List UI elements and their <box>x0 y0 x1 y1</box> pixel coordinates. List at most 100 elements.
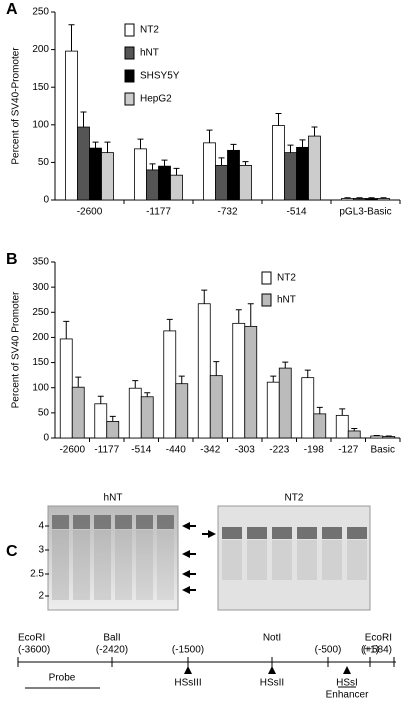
y-axis-label: Percent of SV40 Promoter <box>11 291 22 408</box>
error-bar <box>149 163 156 170</box>
error-bar <box>230 143 237 151</box>
legend-label: NT2 <box>140 25 159 36</box>
legend-label: hNT <box>277 295 296 306</box>
map-label: Probe <box>49 673 76 684</box>
bar <box>215 165 228 201</box>
panel-label: C <box>6 543 18 560</box>
error-bar <box>166 318 173 331</box>
y-tick-label: 350 <box>32 257 49 268</box>
bar <box>101 152 114 201</box>
error-bar <box>213 361 220 376</box>
y-tick-label: 0 <box>43 195 49 206</box>
bar <box>382 436 396 439</box>
bar <box>209 375 223 439</box>
error-bar <box>218 157 225 166</box>
y-tick-label: 0 <box>43 433 49 444</box>
error-bar <box>132 380 139 389</box>
y-tick-label: 200 <box>32 332 49 343</box>
gel-band <box>115 515 132 529</box>
gel-band <box>247 527 267 539</box>
legend-label: HepG2 <box>140 94 172 105</box>
error-bar <box>173 167 180 176</box>
x-tick-label: -514 <box>286 207 306 218</box>
gel-band <box>94 515 111 529</box>
y-tick-label: 200 <box>32 44 49 55</box>
bar <box>134 148 147 201</box>
gel-band <box>136 515 153 529</box>
bar <box>341 198 354 201</box>
gel-nt2 <box>217 505 371 611</box>
gel-smear <box>73 530 90 600</box>
error-bar <box>201 289 208 304</box>
bar <box>94 403 108 439</box>
bar <box>335 414 349 439</box>
bar <box>71 386 85 439</box>
error-bar <box>275 113 282 126</box>
error-bar <box>299 139 306 148</box>
bar <box>272 125 285 201</box>
gel-smear <box>247 540 267 580</box>
gel-band <box>272 527 292 539</box>
error-bar <box>344 197 351 199</box>
bar <box>140 396 154 439</box>
bar <box>266 381 280 439</box>
gel-band <box>222 527 242 539</box>
bar <box>232 322 246 439</box>
bar <box>203 142 216 201</box>
y-tick-label: 100 <box>32 382 49 393</box>
bar <box>89 147 102 201</box>
legend-swatch <box>124 23 135 37</box>
x-tick-label: -198 <box>304 445 324 456</box>
legend-swatch <box>261 293 272 307</box>
y-tick-label: 300 <box>32 282 49 293</box>
bar <box>365 198 378 201</box>
gel-smear <box>297 540 317 580</box>
gel-smear <box>272 540 292 580</box>
bar <box>106 421 120 439</box>
bar <box>146 169 159 201</box>
map-label: HSsI <box>336 678 358 689</box>
map-label: Enhancer <box>326 690 369 701</box>
error-bar <box>304 369 311 378</box>
y-tick-label: 150 <box>32 82 49 93</box>
legend-swatch <box>124 92 135 106</box>
error-bar <box>247 303 254 327</box>
gel-smear <box>157 530 174 600</box>
error-bar <box>68 24 75 52</box>
size-marker: 4 <box>38 521 44 532</box>
map-label: EcoRI <box>18 633 45 644</box>
bar <box>370 435 384 439</box>
bar <box>170 174 183 201</box>
error-bar <box>63 320 70 339</box>
x-tick-label: -514 <box>131 445 151 456</box>
bar <box>347 430 361 439</box>
gel-band <box>322 527 342 539</box>
x-tick-label: -440 <box>166 445 186 456</box>
x-tick-label: -2600 <box>59 445 85 456</box>
gel-arrows <box>182 522 216 594</box>
gel-smear <box>347 540 367 580</box>
map-label: NotI <box>263 633 281 644</box>
error-bar <box>178 375 185 384</box>
error-bar <box>385 435 392 437</box>
map-lines <box>17 657 396 689</box>
map-label: HSsII <box>260 678 284 689</box>
error-bar <box>311 126 318 137</box>
gel-title: hNT <box>104 493 123 504</box>
x-tick-label: -342 <box>200 445 220 456</box>
y-tick-label: 250 <box>32 307 49 318</box>
legend-swatch <box>124 46 135 60</box>
gel-smear <box>322 540 342 580</box>
map-label: (+1) <box>361 645 379 656</box>
error-bar <box>235 309 242 324</box>
bar <box>158 165 171 201</box>
gel-smear <box>94 530 111 600</box>
size-marker: 3 <box>38 545 44 556</box>
error-bar <box>144 392 151 397</box>
size-marker: 2.5 <box>30 569 44 580</box>
gel-band <box>297 527 317 539</box>
x-tick-label: -732 <box>217 207 237 218</box>
map-label: (-500) <box>315 645 342 656</box>
error-bar <box>104 141 111 153</box>
gel-lanes <box>52 515 367 600</box>
